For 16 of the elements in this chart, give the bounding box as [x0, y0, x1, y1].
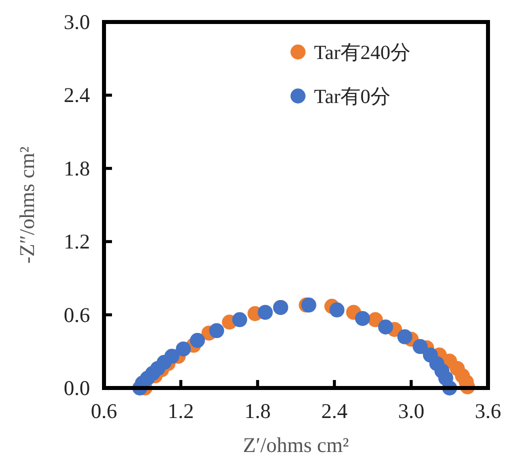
y-axis-title: -Z″/ohms cm² — [15, 146, 39, 264]
y-tick-label: 3.0 — [64, 10, 90, 34]
legend-label: Tar有240分 — [314, 42, 410, 64]
y-tick-label: 1.2 — [64, 230, 90, 254]
legend-label: Tar有0分 — [314, 86, 390, 108]
y-tick-label: 0.6 — [64, 302, 90, 327]
x-tick-label: 0.6 — [90, 399, 118, 423]
x-tick-label: 2.4 — [321, 399, 348, 423]
y-tick-label: 0.0 — [64, 376, 90, 400]
x-tick-label: 3.6 — [474, 399, 502, 423]
y-tick-label: 2.4 — [64, 83, 90, 108]
x-tick-label: 3.0 — [398, 399, 424, 423]
x-axis-title: Z′/ohms cm² — [243, 433, 349, 457]
x-tick-label: 1.8 — [244, 399, 271, 423]
x-tick-label: 1.2 — [168, 399, 194, 423]
y-tick-label: 1.8 — [64, 156, 90, 180]
